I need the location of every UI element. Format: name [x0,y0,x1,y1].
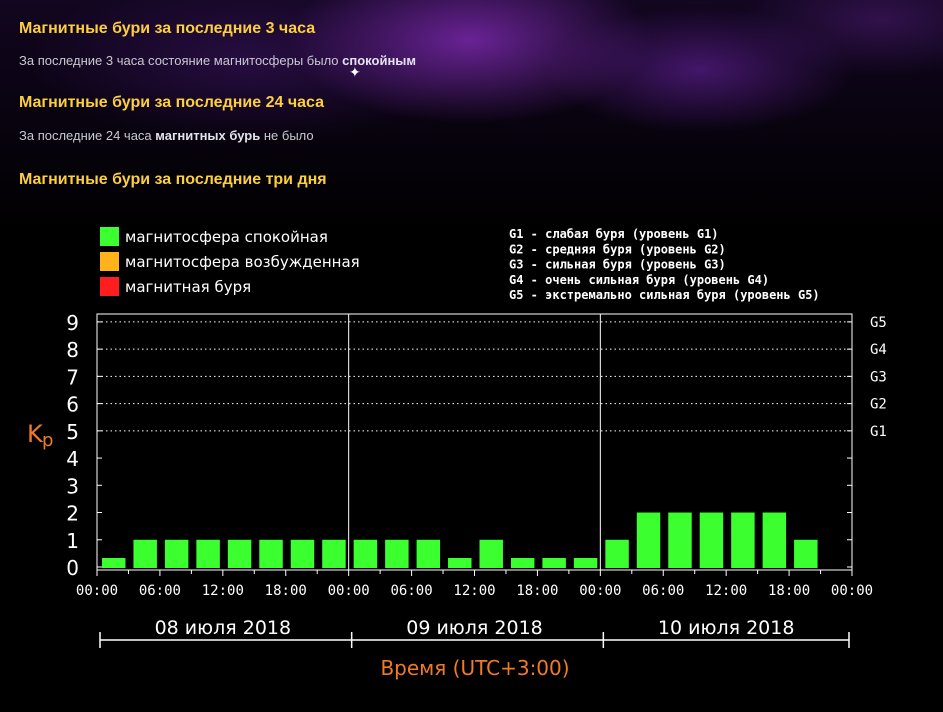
x-tick-label: 06:00 [642,583,684,599]
kp-bar [102,558,126,568]
g-scale-legend: G1 - слабая буря (уровень G1)G2 - средня… [509,227,820,302]
y-tick-label-7: 7 [66,365,79,389]
x-axis-label: Время (UTC+3:00) [380,656,569,680]
plot-area: 0 1 2 3 4 5 6 7 8 9 G1 G2 G3 G4 G5 K p 00:00 06:00 12:00 18:… [27,311,887,680]
legend-label-0: магнитосфера спокойная [125,228,328,246]
y-tick-label-6: 6 [66,393,79,417]
g-level-label-G5: G5 [870,315,887,331]
legend-swatch-2 [100,277,119,296]
kp-bar [542,558,566,568]
kp-bar [573,558,598,568]
day-label-0: 08 июля 2018 [155,617,292,639]
x-tick-label: 18:00 [516,583,558,599]
x-tick-label: 06:00 [139,583,181,599]
g-level-label-G2: G2 [870,397,887,413]
g-scale-item-3: G4 - очень сильная буря (уровень G4) [509,273,769,287]
x-tick-label: 12:00 [453,583,495,599]
y-tick-label-4: 4 [66,447,79,471]
kp-bar [762,512,787,568]
heading-last-three-days: Магнитные бури за последние три дня [19,171,327,188]
heading-last-24-hours: Магнитные бури за последние 24 часа [19,94,324,111]
kp-bar [259,539,283,568]
g-scale-item-1: G2 - средняя буря (уровень G2) [509,242,726,256]
day-label-2: 10 июля 2018 [658,617,795,639]
g-scale-item-4: G5 - экстремально сильная буря (уровень … [509,288,820,302]
x-tick-label: 18:00 [768,583,810,599]
g-level-label-G1: G1 [870,424,887,440]
kp-bar [385,539,409,568]
kp-bar [794,539,818,568]
x-tick-label: 00:00 [76,583,118,599]
kp-bar [416,539,441,568]
kp-bar [227,539,252,568]
kp-bar [133,539,157,568]
kp-bar [731,512,755,568]
g-scale-item-2: G3 - сильная буря (уровень G3) [509,258,726,272]
y-axis-label: K [27,420,44,448]
kp-bar [479,539,503,568]
x-tick-label: 00:00 [831,583,873,599]
space-background [0,0,943,230]
x-tick-label: 00:00 [579,583,621,599]
y-tick-label-1: 1 [66,529,79,553]
kp-bar [448,558,472,568]
day-label-1: 09 июля 2018 [406,617,543,639]
kp-bar [668,512,692,568]
x-tick-label: 06:00 [391,583,433,599]
y-tick-label-3: 3 [66,474,79,498]
kp-bar [353,539,378,568]
kp-bar [322,539,346,568]
legend-swatch-1 [100,252,119,271]
kp-bar [510,558,535,568]
legend-label-2: магнитная буря [125,278,251,296]
g-level-label-G3: G3 [870,369,887,385]
text-last-24-hours: За последние 24 часа магнитных бурь не б… [19,128,314,143]
star-sparkle-icon: ✦ [349,64,361,80]
x-tick-label: 18:00 [265,583,307,599]
heading-last-3-hours: Магнитные бури за последние 3 часа [19,20,316,37]
g-scale-item-0: G1 - слабая буря (уровень G1) [509,227,719,241]
kp-bar [699,512,724,568]
g-level-label-G4: G4 [870,342,887,358]
kp-bar [636,512,661,568]
kp-bar [164,539,189,568]
legend-swatch-0 [100,227,119,246]
x-tick-label: 00:00 [328,583,370,599]
y-tick-label-9: 9 [66,311,79,335]
legend-label-1: магнитосфера возбужденная [125,253,360,271]
kp-bar [290,539,315,568]
y-tick-label-5: 5 [66,420,79,444]
y-axis-label-sub: p [42,430,53,451]
text-last-3-hours: За последние 3 часа состояние магнитосфе… [19,53,417,68]
y-tick-label-8: 8 [66,338,79,362]
x-tick-label: 12:00 [202,583,244,599]
x-tick-label: 12:00 [705,583,747,599]
y-tick-label-0: 0 [66,556,79,580]
y-tick-label-2: 2 [66,502,79,526]
kp-bar [196,539,220,568]
chart-legend: магнитосфера спокойная магнитосфера возбу… [100,227,360,296]
kp-bar [605,539,629,568]
